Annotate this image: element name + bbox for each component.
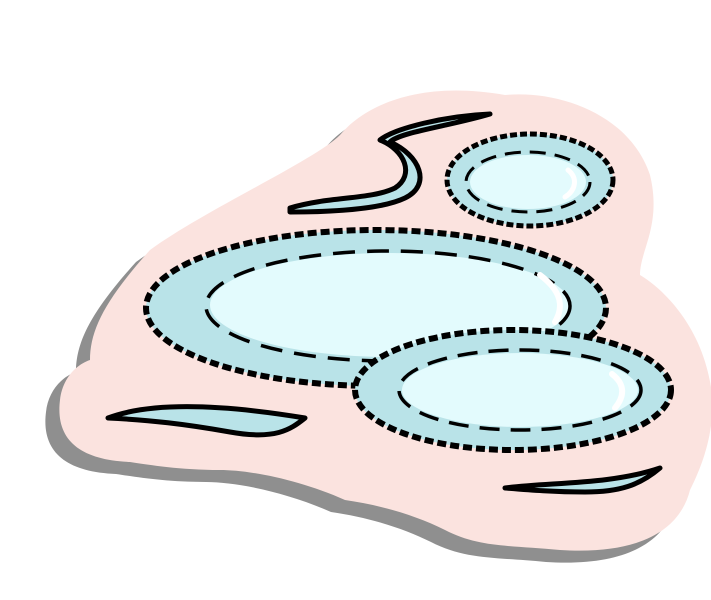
water-streak-left	[105, 404, 308, 438]
water-streak-top	[287, 111, 493, 215]
puddle-small	[444, 131, 616, 229]
water-streak-right	[502, 465, 663, 495]
puddle-medium	[352, 327, 674, 453]
